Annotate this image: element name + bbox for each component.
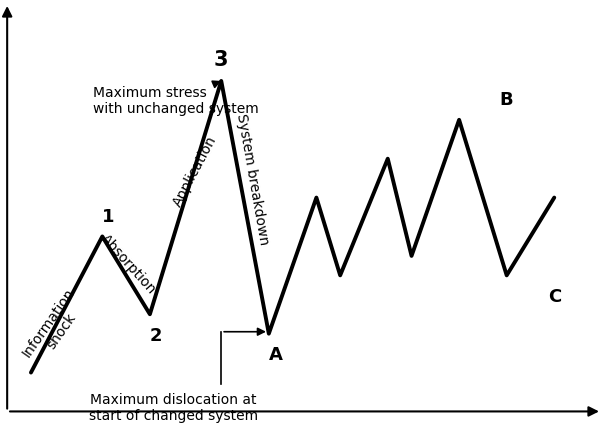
Text: Maximum stress
with unchanged system: Maximum stress with unchanged system (93, 82, 259, 116)
Text: B: B (500, 91, 513, 109)
Text: Information
shock: Information shock (19, 285, 90, 368)
Text: C: C (548, 287, 561, 305)
Text: A: A (269, 346, 282, 363)
Text: 3: 3 (214, 50, 228, 70)
Text: Application: Application (171, 133, 219, 209)
Text: 1: 1 (102, 207, 115, 225)
Text: Maximum dislocation at
start of changed system: Maximum dislocation at start of changed … (89, 392, 258, 422)
Text: System breakdown: System breakdown (234, 112, 271, 246)
Text: 2: 2 (150, 326, 162, 344)
Text: Absorption: Absorption (98, 231, 159, 297)
